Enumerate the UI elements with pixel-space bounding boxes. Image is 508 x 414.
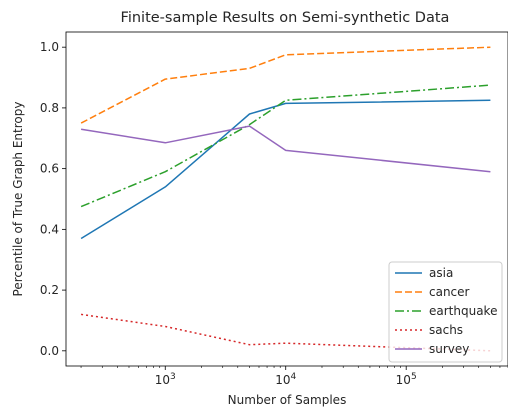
legend-box — [388, 261, 503, 363]
axes-frame — [65, 31, 508, 367]
x-tick-label: 105 — [396, 372, 417, 387]
series-line-cancer — [80, 46, 491, 124]
y-tick-label: 1.0 — [40, 40, 59, 54]
legend-label-sachs: sachs — [429, 323, 463, 337]
series-line-sachs — [80, 313, 491, 352]
axes: 0.0 0.2 0.4 0.6 0.8 1.0 103 104 105 — [40, 31, 508, 387]
series-line-asia — [80, 99, 491, 240]
y-axis-label: Percentile of True Graph Entropy — [11, 102, 25, 297]
legend: asia cancer earthquake sachs survey — [388, 261, 503, 363]
legend-label-cancer: cancer — [429, 285, 470, 299]
series-line-earthquake — [80, 84, 491, 208]
legend-label-asia: asia — [429, 266, 453, 280]
y-tick-label: 0.2 — [40, 283, 59, 297]
series-line-survey — [80, 125, 491, 173]
x-tick-label: 103 — [155, 372, 176, 387]
y-tick-label: 0.8 — [40, 101, 59, 115]
legend-label-earthquake: earthquake — [429, 304, 497, 318]
legend-label-survey: survey — [429, 342, 469, 356]
chart-title: Finite-sample Results on Semi-synthetic … — [121, 10, 450, 26]
x-tick-label: 104 — [275, 372, 296, 387]
y-tick-label: 0.0 — [40, 344, 59, 358]
plot-area — [80, 46, 491, 352]
y-tick-label: 0.4 — [40, 222, 59, 236]
y-tick-label: 0.6 — [40, 162, 59, 176]
x-axis-label: Number of Samples — [228, 393, 347, 407]
